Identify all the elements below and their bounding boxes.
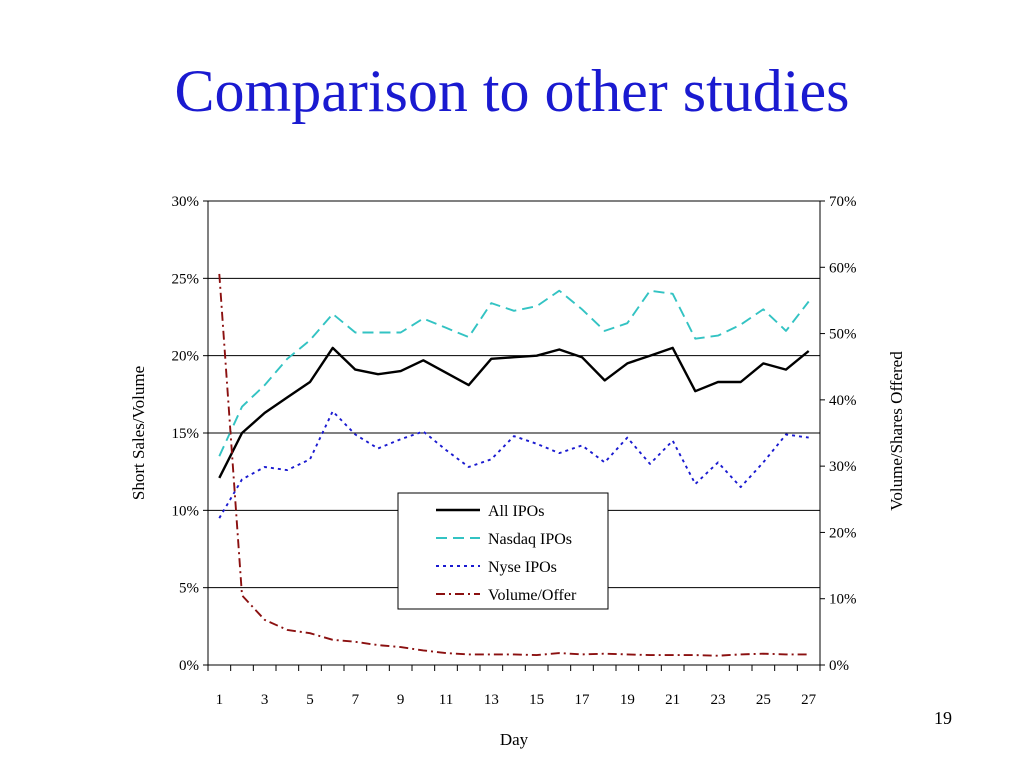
x-tick-label: 11 xyxy=(439,692,453,708)
y-right-tick-label: 30% xyxy=(829,459,857,475)
legend-box xyxy=(397,492,609,610)
y-left-tick-label: 15% xyxy=(172,426,200,442)
x-tick-label: 15 xyxy=(529,692,544,708)
legend-label-all-ipos: All IPOs xyxy=(488,503,544,520)
series-line-volume-offer xyxy=(218,273,809,657)
axis-labels: Day Short Sales/Volume Volume/Shares Off… xyxy=(129,351,906,749)
series-line-nasdaq-ipos xyxy=(218,289,810,457)
y-left-tick-label: 10% xyxy=(172,503,200,519)
y-right-tick-label: 60% xyxy=(829,260,857,276)
series-line-all-ipos xyxy=(218,346,810,479)
x-tick-label: 27 xyxy=(801,692,817,708)
x-tick-label: 9 xyxy=(397,692,405,708)
y-left-tick-label: 25% xyxy=(172,271,200,287)
x-tick-label: 25 xyxy=(756,692,771,708)
legend-label-volume-offer: Volume/Offer xyxy=(488,587,577,604)
slide-title: Comparison to other studies xyxy=(174,58,850,124)
y-left-tick-label: 30% xyxy=(172,194,200,210)
legend-label-nyse-ipos: Nyse IPOs xyxy=(488,559,557,576)
x-axis-label: Day xyxy=(500,730,529,749)
y-right-tick-label: 0% xyxy=(829,658,849,674)
y-right-tick-label: 40% xyxy=(829,393,857,409)
page-number: 19 xyxy=(934,708,952,728)
y-left-tick-label: 0% xyxy=(179,658,199,674)
x-tick-label: 23 xyxy=(711,692,726,708)
y-axis-left-label: Short Sales/Volume xyxy=(129,366,148,500)
x-tick-label: 19 xyxy=(620,692,635,708)
y-right-tick-label: 50% xyxy=(829,327,857,343)
series-line-nyse-ipos xyxy=(218,410,809,519)
x-tick-label: 1 xyxy=(216,692,224,708)
y-right-tick-label: 20% xyxy=(829,525,857,541)
y-right-tick-label: 70% xyxy=(829,194,857,210)
axes: 0% 5% 10% 15% 20% 25% 30% 0% 10% 20% 30% 40% 50% 60% 7… xyxy=(172,194,857,708)
legend: All IPOs Nasdaq IPOs Nyse IPOs Volume/Offer xyxy=(397,492,609,610)
y-axis-right-label: Volume/Shares Offered xyxy=(887,351,906,511)
y-left-tick-label: 20% xyxy=(172,349,200,365)
x-tick-label: 5 xyxy=(306,692,314,708)
y-right-tick-label: 10% xyxy=(829,592,857,608)
x-tick-label: 13 xyxy=(484,692,499,708)
x-tick-label: 7 xyxy=(352,692,360,708)
x-tick-label: 21 xyxy=(665,692,680,708)
legend-label-nasdaq-ipos: Nasdaq IPOs xyxy=(488,531,572,548)
y-left-tick-label: 5% xyxy=(179,581,199,597)
x-tick-label: 17 xyxy=(575,692,591,708)
x-tick-label: 3 xyxy=(261,692,269,708)
series-lines xyxy=(218,273,810,657)
